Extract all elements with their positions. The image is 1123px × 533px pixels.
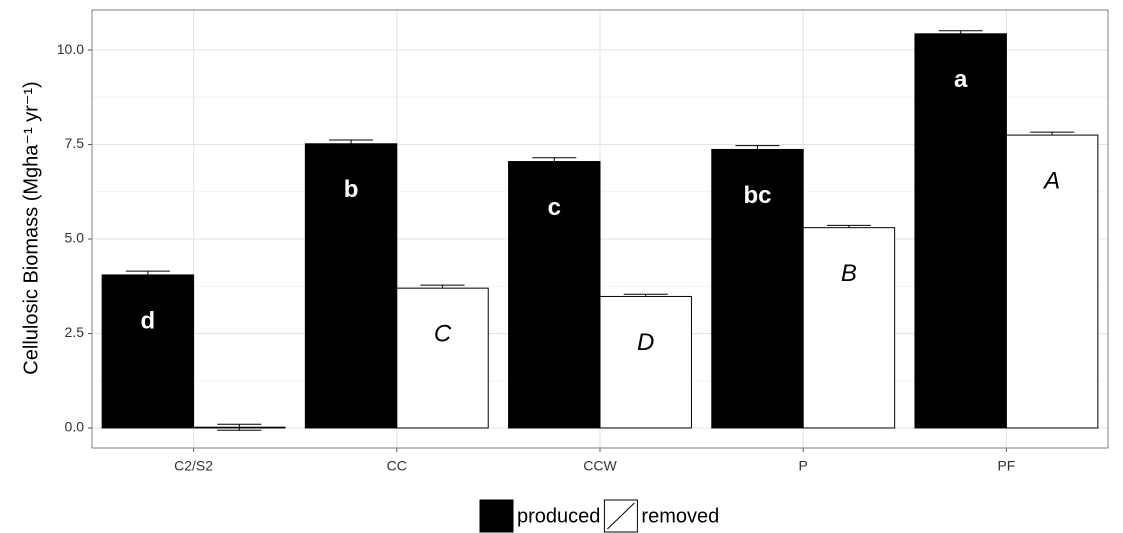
- x-tick-label: C2/S2: [174, 458, 213, 474]
- significance-letter: b: [344, 176, 359, 203]
- significance-letter: B: [841, 260, 857, 287]
- y-tick-label: 7.5: [65, 135, 85, 151]
- bar: [508, 161, 601, 429]
- x-tick-label: CC: [387, 458, 407, 474]
- bar: [914, 33, 1007, 429]
- legend-label: produced: [517, 505, 600, 527]
- significance-letter: a: [954, 66, 968, 93]
- x-tick-label: PF: [997, 458, 1015, 474]
- significance-letter: A: [1042, 167, 1060, 194]
- significance-letter: c: [548, 194, 561, 221]
- significance-letter: C: [434, 320, 452, 347]
- significance-letter: d: [141, 307, 156, 334]
- bar: [193, 426, 286, 429]
- legend-key: [479, 499, 514, 533]
- y-tick-label: 0.0: [65, 419, 85, 435]
- bar: [711, 148, 804, 429]
- legend-key-slash: [607, 502, 635, 530]
- legend-label: removed: [641, 505, 719, 527]
- bar: [599, 295, 692, 429]
- y-tick-label: 5.0: [65, 230, 85, 246]
- y-axis-label: Cellulosic Biomass (Mgha⁻¹ yr⁻¹): [20, 81, 42, 374]
- y-tick-label: 2.5: [65, 324, 85, 340]
- x-tick-label: CCW: [583, 458, 617, 474]
- x-tick-label: P: [799, 458, 808, 474]
- y-tick-label: 10.0: [57, 41, 84, 57]
- plot-border: [91, 9, 1109, 449]
- significance-letter: bc: [743, 182, 771, 209]
- bar: [1005, 134, 1099, 429]
- bar: [802, 227, 896, 429]
- bar: [304, 143, 398, 429]
- bar: [101, 274, 195, 429]
- significance-letter: D: [637, 329, 654, 356]
- bar: [396, 287, 489, 429]
